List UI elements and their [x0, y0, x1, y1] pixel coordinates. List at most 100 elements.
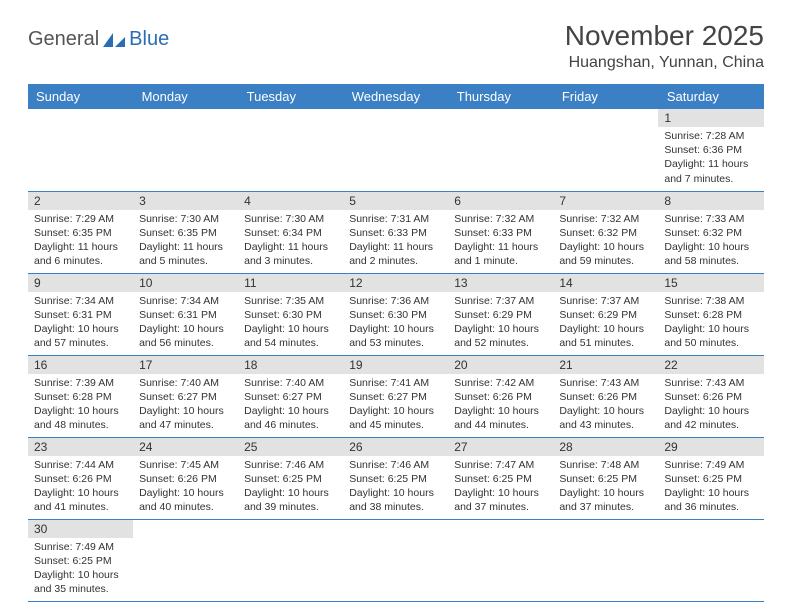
day-header: Monday: [133, 84, 238, 109]
day-number: 20: [448, 356, 553, 374]
day-details: Sunrise: 7:35 AMSunset: 6:30 PMDaylight:…: [238, 292, 343, 353]
calendar-cell: 2Sunrise: 7:29 AMSunset: 6:35 PMDaylight…: [28, 191, 133, 273]
calendar-row: 2Sunrise: 7:29 AMSunset: 6:35 PMDaylight…: [28, 191, 764, 273]
day-number: 21: [553, 356, 658, 374]
logo: General Blue: [28, 28, 169, 51]
day-details: Sunrise: 7:36 AMSunset: 6:30 PMDaylight:…: [343, 292, 448, 353]
calendar-cell: [343, 109, 448, 191]
calendar-cell: 19Sunrise: 7:41 AMSunset: 6:27 PMDayligh…: [343, 355, 448, 437]
day-details: Sunrise: 7:40 AMSunset: 6:27 PMDaylight:…: [133, 374, 238, 435]
calendar-row: 9Sunrise: 7:34 AMSunset: 6:31 PMDaylight…: [28, 273, 764, 355]
day-number: 30: [28, 520, 133, 538]
day-details: Sunrise: 7:38 AMSunset: 6:28 PMDaylight:…: [658, 292, 763, 353]
calendar-cell: 24Sunrise: 7:45 AMSunset: 6:26 PMDayligh…: [133, 437, 238, 519]
day-details: Sunrise: 7:49 AMSunset: 6:25 PMDaylight:…: [28, 538, 133, 599]
page-title: November 2025: [565, 20, 764, 52]
day-number: 5: [343, 192, 448, 210]
day-number: 7: [553, 192, 658, 210]
day-number: 27: [448, 438, 553, 456]
day-number: 22: [658, 356, 763, 374]
day-header: Sunday: [28, 84, 133, 109]
location: Huangshan, Yunnan, China: [565, 54, 764, 72]
calendar-cell: [238, 519, 343, 601]
calendar-cell: 27Sunrise: 7:47 AMSunset: 6:25 PMDayligh…: [448, 437, 553, 519]
day-details: Sunrise: 7:37 AMSunset: 6:29 PMDaylight:…: [448, 292, 553, 353]
day-number: 17: [133, 356, 238, 374]
calendar-cell: 7Sunrise: 7:32 AMSunset: 6:32 PMDaylight…: [553, 191, 658, 273]
day-details: Sunrise: 7:39 AMSunset: 6:28 PMDaylight:…: [28, 374, 133, 435]
calendar-cell: 18Sunrise: 7:40 AMSunset: 6:27 PMDayligh…: [238, 355, 343, 437]
day-details: Sunrise: 7:43 AMSunset: 6:26 PMDaylight:…: [553, 374, 658, 435]
calendar-cell: [133, 519, 238, 601]
day-details: Sunrise: 7:47 AMSunset: 6:25 PMDaylight:…: [448, 456, 553, 517]
day-number: 10: [133, 274, 238, 292]
day-details: Sunrise: 7:46 AMSunset: 6:25 PMDaylight:…: [343, 456, 448, 517]
day-number: 9: [28, 274, 133, 292]
day-details: Sunrise: 7:44 AMSunset: 6:26 PMDaylight:…: [28, 456, 133, 517]
day-details: Sunrise: 7:48 AMSunset: 6:25 PMDaylight:…: [553, 456, 658, 517]
calendar-cell: 14Sunrise: 7:37 AMSunset: 6:29 PMDayligh…: [553, 273, 658, 355]
calendar-cell: 26Sunrise: 7:46 AMSunset: 6:25 PMDayligh…: [343, 437, 448, 519]
calendar-cell: [448, 109, 553, 191]
header: General Blue November 2025 Huangshan, Yu…: [28, 20, 764, 72]
day-number: 13: [448, 274, 553, 292]
day-details: Sunrise: 7:32 AMSunset: 6:32 PMDaylight:…: [553, 210, 658, 271]
day-number: 15: [658, 274, 763, 292]
calendar-cell: 28Sunrise: 7:48 AMSunset: 6:25 PMDayligh…: [553, 437, 658, 519]
day-details: Sunrise: 7:40 AMSunset: 6:27 PMDaylight:…: [238, 374, 343, 435]
calendar-cell: 4Sunrise: 7:30 AMSunset: 6:34 PMDaylight…: [238, 191, 343, 273]
calendar-cell: 25Sunrise: 7:46 AMSunset: 6:25 PMDayligh…: [238, 437, 343, 519]
calendar-cell: 16Sunrise: 7:39 AMSunset: 6:28 PMDayligh…: [28, 355, 133, 437]
calendar-cell: 3Sunrise: 7:30 AMSunset: 6:35 PMDaylight…: [133, 191, 238, 273]
calendar-cell: 13Sunrise: 7:37 AMSunset: 6:29 PMDayligh…: [448, 273, 553, 355]
calendar-cell: [133, 109, 238, 191]
day-number: 8: [658, 192, 763, 210]
day-details: Sunrise: 7:30 AMSunset: 6:34 PMDaylight:…: [238, 210, 343, 271]
calendar-cell: 1Sunrise: 7:28 AMSunset: 6:36 PMDaylight…: [658, 109, 763, 191]
calendar-cell: [343, 519, 448, 601]
day-details: Sunrise: 7:31 AMSunset: 6:33 PMDaylight:…: [343, 210, 448, 271]
calendar-cell: 29Sunrise: 7:49 AMSunset: 6:25 PMDayligh…: [658, 437, 763, 519]
day-details: Sunrise: 7:29 AMSunset: 6:35 PMDaylight:…: [28, 210, 133, 271]
day-number: 25: [238, 438, 343, 456]
day-details: Sunrise: 7:41 AMSunset: 6:27 PMDaylight:…: [343, 374, 448, 435]
day-details: Sunrise: 7:34 AMSunset: 6:31 PMDaylight:…: [28, 292, 133, 353]
calendar-cell: [238, 109, 343, 191]
day-number: 18: [238, 356, 343, 374]
day-number: 29: [658, 438, 763, 456]
day-header: Wednesday: [343, 84, 448, 109]
title-block: November 2025 Huangshan, Yunnan, China: [565, 20, 764, 72]
day-details: Sunrise: 7:43 AMSunset: 6:26 PMDaylight:…: [658, 374, 763, 435]
day-details: Sunrise: 7:34 AMSunset: 6:31 PMDaylight:…: [133, 292, 238, 353]
day-details: Sunrise: 7:32 AMSunset: 6:33 PMDaylight:…: [448, 210, 553, 271]
calendar-cell: 23Sunrise: 7:44 AMSunset: 6:26 PMDayligh…: [28, 437, 133, 519]
day-number: 19: [343, 356, 448, 374]
day-details: Sunrise: 7:49 AMSunset: 6:25 PMDaylight:…: [658, 456, 763, 517]
day-number: 6: [448, 192, 553, 210]
calendar-cell: [553, 519, 658, 601]
calendar-cell: 12Sunrise: 7:36 AMSunset: 6:30 PMDayligh…: [343, 273, 448, 355]
day-number: 2: [28, 192, 133, 210]
day-header: Saturday: [658, 84, 763, 109]
day-number: 4: [238, 192, 343, 210]
calendar-cell: 8Sunrise: 7:33 AMSunset: 6:32 PMDaylight…: [658, 191, 763, 273]
day-details: Sunrise: 7:42 AMSunset: 6:26 PMDaylight:…: [448, 374, 553, 435]
calendar-cell: 11Sunrise: 7:35 AMSunset: 6:30 PMDayligh…: [238, 273, 343, 355]
day-details: Sunrise: 7:46 AMSunset: 6:25 PMDaylight:…: [238, 456, 343, 517]
day-header-row: SundayMondayTuesdayWednesdayThursdayFrid…: [28, 84, 764, 109]
calendar-table: SundayMondayTuesdayWednesdayThursdayFrid…: [28, 84, 764, 602]
day-details: Sunrise: 7:28 AMSunset: 6:36 PMDaylight:…: [658, 127, 763, 188]
calendar-row: 1Sunrise: 7:28 AMSunset: 6:36 PMDaylight…: [28, 109, 764, 191]
day-header: Friday: [553, 84, 658, 109]
day-header: Tuesday: [238, 84, 343, 109]
calendar-cell: 10Sunrise: 7:34 AMSunset: 6:31 PMDayligh…: [133, 273, 238, 355]
day-number: 14: [553, 274, 658, 292]
calendar-cell: 15Sunrise: 7:38 AMSunset: 6:28 PMDayligh…: [658, 273, 763, 355]
day-number: 23: [28, 438, 133, 456]
calendar-cell: 9Sunrise: 7:34 AMSunset: 6:31 PMDaylight…: [28, 273, 133, 355]
logo-text-2: Blue: [129, 28, 169, 51]
calendar-cell: 30Sunrise: 7:49 AMSunset: 6:25 PMDayligh…: [28, 519, 133, 601]
calendar-cell: 21Sunrise: 7:43 AMSunset: 6:26 PMDayligh…: [553, 355, 658, 437]
day-number: 24: [133, 438, 238, 456]
day-number: 3: [133, 192, 238, 210]
